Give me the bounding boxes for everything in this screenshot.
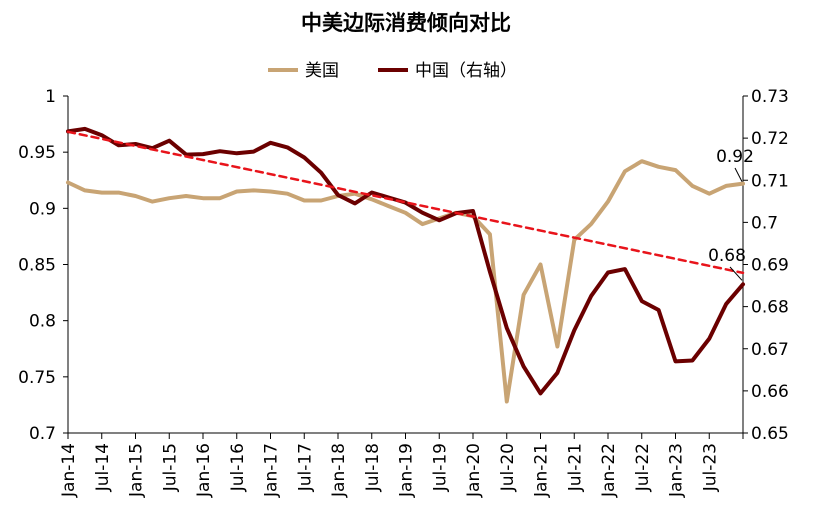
x-tick-label: Jul-21 <box>565 443 585 492</box>
x-tick-label: Jan-23 <box>667 443 687 498</box>
right-tick-label: 0.67 <box>751 340 789 360</box>
right-tick-label: 0.65 <box>751 424 789 444</box>
left-tick-label: 0.75 <box>18 368 56 388</box>
x-tick-label: Jul-14 <box>93 443 113 492</box>
x-tick-label: Jan-21 <box>532 443 552 498</box>
x-tick-label: Jul-16 <box>228 443 248 492</box>
annotation-us-leader <box>734 167 743 182</box>
right-tick-label: 0.66 <box>751 382 789 402</box>
left-tick-label: 0.7 <box>29 424 56 444</box>
x-tick-label: Jul-17 <box>295 443 315 492</box>
right-tick-label: 0.73 <box>751 87 789 107</box>
x-tick-label: Jan-16 <box>194 443 214 498</box>
legend-label-us: 美国 <box>305 61 339 81</box>
x-tick-label: Jan-14 <box>59 443 79 498</box>
x-tick-label: Jul-23 <box>700 443 720 492</box>
x-tick-label: Jul-19 <box>430 443 450 492</box>
x-tick-label: Jan-19 <box>397 443 417 498</box>
legend-label-china: 中国（右轴） <box>415 61 517 81</box>
x-tick-label: Jan-20 <box>464 443 484 498</box>
x-tick-label: Jan-22 <box>599 443 619 498</box>
x-tick-label: Jan-18 <box>329 443 349 498</box>
right-tick-label: 0.7 <box>751 213 778 233</box>
trend-line-china <box>66 130 745 275</box>
x-tick-label: Jul-20 <box>498 443 518 492</box>
right-tick-label: 0.71 <box>751 171 789 191</box>
left-tick-label: 0.85 <box>18 256 56 276</box>
left-axis-ticks: 0.7 0.75 0.8 0.85 0.9 0.95 1 <box>18 87 68 444</box>
axes <box>67 96 744 434</box>
series-line-us <box>66 159 745 404</box>
x-tick-label: Jul-22 <box>633 443 653 492</box>
right-tick-label: 0.69 <box>751 256 789 276</box>
series-layer <box>66 126 745 404</box>
x-tick-label: Jan-15 <box>127 443 147 498</box>
legend: 美国 中国（右轴） <box>268 61 517 81</box>
x-axis-ticks: Jan-14 Jul-14 Jan-15 Jul-15 Jan-16 Jul-16 Jan-… <box>59 433 744 498</box>
chart-title: 中美边际消费倾向对比 <box>301 11 511 35</box>
annotations: 0.92 0.68 <box>708 147 754 281</box>
right-tick-label: 0.68 <box>751 298 789 318</box>
annotation-china-latest: 0.68 <box>708 246 746 266</box>
x-tick-label: Jan-17 <box>262 443 282 498</box>
left-tick-label: 0.8 <box>29 312 56 332</box>
series-line-china <box>66 126 745 396</box>
left-tick-label: 1 <box>45 87 56 107</box>
x-tick-label: Jul-15 <box>160 443 180 492</box>
annotation-china-leader <box>729 266 743 281</box>
left-tick-label: 0.9 <box>29 199 56 219</box>
right-tick-label: 0.72 <box>751 129 789 149</box>
annotation-us-latest: 0.92 <box>716 147 754 167</box>
left-tick-label: 0.95 <box>18 143 56 163</box>
right-axis-ticks: 0.65 0.66 0.67 0.68 0.69 0.7 0.71 0.72 0.73 <box>743 87 789 444</box>
x-tick-label: Jul-18 <box>363 443 383 492</box>
